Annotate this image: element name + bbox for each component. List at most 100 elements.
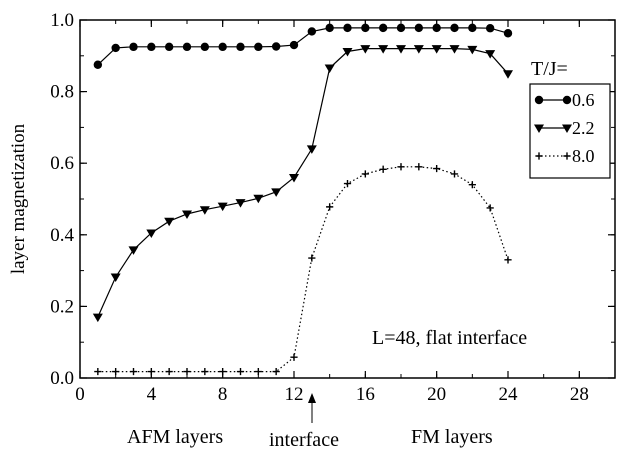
data-point [199, 206, 210, 215]
legend-marker [535, 152, 543, 160]
data-point [467, 45, 478, 55]
fm-layers-label: FM layers [411, 426, 493, 448]
data-point [217, 202, 228, 212]
interface-label: interface [269, 429, 339, 451]
data-point [111, 43, 120, 53]
legend-marker [534, 124, 544, 133]
data-point [128, 246, 139, 255]
data-point [343, 23, 352, 33]
series-8-0 [94, 163, 512, 376]
y-tick-label: 0.2 [50, 296, 74, 317]
data-point [93, 60, 103, 69]
data-point [503, 29, 513, 38]
data-point [379, 165, 387, 173]
data-point [271, 188, 282, 197]
data-point [378, 23, 388, 33]
data-point [361, 23, 370, 33]
legend-marker [534, 95, 544, 105]
data-point [129, 367, 138, 376]
data-point [360, 45, 371, 54]
series-line [97, 27, 509, 66]
data-point [92, 313, 103, 323]
data-point [485, 50, 496, 59]
data-point [129, 42, 138, 52]
data-point [182, 42, 192, 52]
legend-label: 2.2 [572, 118, 595, 138]
plot-frame [79, 19, 616, 379]
data-point [253, 194, 264, 204]
data-point [164, 42, 174, 52]
data-point [397, 163, 405, 171]
data-point [289, 40, 299, 50]
data-point [218, 42, 227, 52]
data-point [201, 367, 209, 376]
data-point [468, 181, 476, 189]
data-point [324, 64, 335, 73]
data-point [503, 70, 513, 79]
data-point [306, 145, 317, 154]
data-point [378, 45, 389, 54]
data-point [468, 23, 477, 33]
x-tick-label: 0 [75, 384, 85, 405]
data-point [289, 174, 299, 183]
data-point [449, 45, 460, 54]
x-tick-label: 28 [570, 384, 589, 405]
afm-layers-label: AFM layers [127, 426, 223, 448]
data-point [325, 23, 334, 33]
data-point [236, 42, 245, 52]
x-tick-label: 16 [356, 384, 375, 405]
data-point [254, 42, 263, 52]
data-point [307, 27, 317, 36]
x-tick-label: 24 [499, 384, 519, 405]
data-point [112, 367, 120, 376]
data-point [414, 23, 424, 33]
annotation-text: L=48, flat interface [372, 327, 527, 349]
y-tick-label: 0.8 [50, 82, 74, 103]
data-point [361, 170, 369, 178]
data-point [413, 45, 424, 54]
x-tick-label: 12 [285, 384, 304, 405]
data-point [271, 42, 281, 51]
data-point [219, 367, 227, 376]
data-point [94, 367, 102, 376]
x-tick-label: 20 [427, 384, 446, 405]
data-point [183, 367, 191, 376]
series-line [97, 47, 509, 318]
legend-title: T/J= [531, 58, 568, 80]
legend: 0.6 2.2 8.0 [529, 83, 611, 179]
series-0-6 [93, 23, 513, 69]
y-tick-label: 0.0 [50, 368, 74, 389]
data-point [290, 353, 298, 361]
y-tick-label: 0.4 [50, 225, 74, 246]
data-point [326, 203, 334, 211]
data-point [272, 367, 280, 376]
x-tick-label: 4 [147, 384, 157, 405]
data-point [254, 367, 262, 376]
data-point [485, 24, 495, 33]
legend-marker [562, 95, 572, 105]
interface-arrow-head [308, 393, 316, 403]
data-point [433, 164, 441, 173]
data-point [431, 45, 442, 54]
ticks-layer: 0 4 8 12 16 20 24 28 0.0 0.2 0.4 0.6 0.8 1.0 [50, 10, 616, 405]
data-point [235, 199, 246, 208]
data-point [342, 48, 353, 57]
data-point [110, 273, 121, 283]
data-point [236, 367, 245, 376]
x-tick-label: 8 [218, 384, 228, 405]
data-point [164, 217, 175, 227]
data-point [396, 45, 406, 54]
data-point [308, 254, 316, 262]
data-point [146, 229, 157, 239]
legend-label: 0.6 [572, 90, 595, 110]
data-point [450, 23, 459, 33]
data-point [450, 170, 459, 178]
data-point [486, 204, 494, 212]
legend-marker [562, 124, 572, 133]
data-point [343, 180, 352, 188]
data-point [147, 42, 156, 52]
data-point [200, 42, 210, 52]
data-point [415, 163, 423, 171]
legend-marker [563, 152, 571, 160]
